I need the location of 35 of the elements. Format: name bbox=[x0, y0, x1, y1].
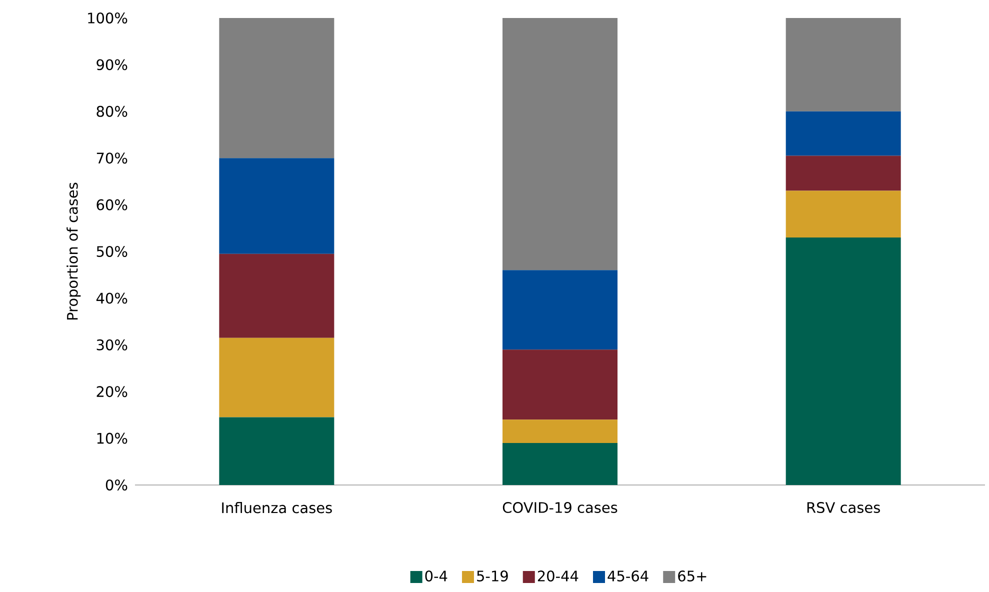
legend-label: 20-44 bbox=[538, 570, 578, 582]
bar bbox=[786, 156, 901, 191]
legend-label: 65+ bbox=[678, 570, 706, 582]
y-tick-label: 90% bbox=[96, 59, 128, 70]
bar bbox=[502, 270, 618, 350]
y-tick-label: 0% bbox=[106, 480, 128, 490]
x-tick-label: RSV cases bbox=[807, 502, 880, 513]
y-tick-label: 50% bbox=[96, 246, 128, 257]
y-tick-label: 40% bbox=[96, 292, 128, 304]
bar bbox=[786, 237, 901, 485]
y-tick-label: 10% bbox=[97, 432, 128, 444]
y-tick-label: 20% bbox=[96, 386, 128, 398]
bar bbox=[219, 338, 334, 418]
y-tick-label: 30% bbox=[96, 339, 128, 350]
y-tick-label: 60% bbox=[96, 199, 128, 210]
legend-label: 45-64 bbox=[608, 570, 648, 582]
bar bbox=[502, 18, 618, 270]
bar bbox=[219, 417, 334, 485]
legend-label: 0-4 bbox=[425, 570, 448, 582]
y-tick-label: 100% bbox=[88, 12, 128, 24]
bar bbox=[219, 158, 334, 254]
y-axis-title: Proportion of cases bbox=[66, 182, 81, 320]
bar bbox=[502, 442, 618, 485]
bar bbox=[786, 18, 901, 112]
bar bbox=[219, 254, 334, 338]
bar bbox=[502, 420, 618, 443]
x-tick-label: Influenza cases bbox=[222, 502, 332, 514]
bar bbox=[502, 350, 618, 420]
bar bbox=[219, 18, 334, 158]
y-tick-label: 70% bbox=[96, 152, 128, 164]
y-tick-label: 80% bbox=[96, 106, 128, 117]
bar bbox=[786, 190, 901, 238]
legend-label: 5-19 bbox=[477, 570, 508, 582]
x-tick-label: COVID-19 cases bbox=[502, 502, 618, 513]
bar bbox=[786, 111, 901, 156]
